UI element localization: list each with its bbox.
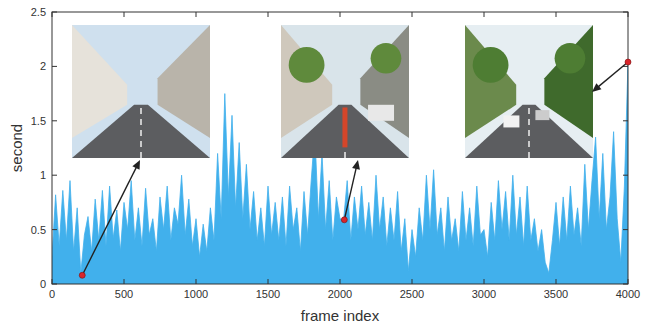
photo-tree (473, 47, 509, 83)
x-tick-label: 3500 (544, 288, 568, 300)
photo-lane (140, 107, 142, 158)
photo-inset (281, 25, 409, 158)
x-tick-top (52, 12, 53, 17)
x-tick-label: 2500 (400, 288, 424, 300)
y-tick (52, 175, 57, 176)
x-tick-top (412, 12, 413, 17)
x-tick-top (628, 12, 629, 17)
x-tick-label: 500 (115, 288, 133, 300)
y-tick-label: 1.5 (31, 115, 46, 127)
y-axis-label: second (8, 124, 25, 172)
photo-car (535, 110, 549, 120)
x-tick-top (484, 12, 485, 17)
photo-tree (371, 43, 402, 74)
annotation-arrow (82, 167, 136, 275)
x-tick (628, 279, 629, 284)
annotation-arrowhead (352, 160, 360, 170)
photo-van (368, 105, 394, 121)
photo-road (465, 105, 593, 158)
plot-frame (52, 12, 628, 284)
y-tick (52, 12, 57, 13)
x-tick-label: 2000 (328, 288, 352, 300)
y-tick-label: 0.5 (31, 224, 46, 236)
x-tick-label: 1500 (256, 288, 280, 300)
x-tick-label: 3000 (472, 288, 496, 300)
photo-bollard (342, 107, 347, 147)
y-tick-right (623, 175, 628, 176)
y-tick-label: 1 (40, 169, 46, 181)
x-tick-label: 4000 (616, 288, 640, 300)
photo-sky (465, 25, 593, 158)
y-tick (52, 66, 57, 67)
x-tick (124, 279, 125, 284)
x-tick-label: 1000 (184, 288, 208, 300)
x-axis-label: frame index (301, 307, 380, 324)
y-tick-label: 0 (40, 278, 46, 290)
annotation-arrowhead (132, 160, 140, 170)
x-tick (340, 279, 341, 284)
photo-tree (289, 47, 325, 83)
y-tick-right (623, 12, 628, 13)
y-tick-right (623, 284, 628, 285)
x-tick (268, 279, 269, 284)
highlight-point (625, 59, 631, 65)
x-tick-top (196, 12, 197, 17)
x-tick-top (268, 12, 269, 17)
annotation-arrowhead (592, 83, 601, 92)
photo-car (503, 115, 519, 127)
photo-sky (281, 25, 409, 158)
photo-road (72, 105, 210, 158)
chart-root: 0 500 1000 1500 2000 2500 3000 3500 4000 0 0.5 1 1.5… (0, 0, 648, 329)
highlight-point (79, 272, 85, 278)
x-tick (412, 279, 413, 284)
photo-inset (465, 25, 593, 158)
x-tick-top (124, 12, 125, 17)
y-tick (52, 284, 57, 285)
highlight-point (341, 217, 347, 223)
photo-lane (528, 107, 530, 158)
x-tick (484, 279, 485, 284)
x-tick-top (340, 12, 341, 17)
photo-road (281, 105, 409, 158)
annotation-arrow (598, 62, 628, 87)
y-tick-label: 2 (40, 60, 46, 72)
y-tick-right (623, 229, 628, 230)
y-tick (52, 229, 57, 230)
x-tick (556, 279, 557, 284)
photo-inset (72, 25, 210, 158)
y-tick-right (623, 120, 628, 121)
photo-sky (72, 25, 210, 158)
x-tick-top (556, 12, 557, 17)
y-tick (52, 120, 57, 121)
x-tick (196, 279, 197, 284)
x-tick-label: 0 (49, 288, 55, 300)
photo-tree (555, 43, 586, 74)
x-tick (52, 279, 53, 284)
annotation-arrow (344, 168, 356, 220)
y-tick-label: 2.5 (31, 6, 46, 18)
